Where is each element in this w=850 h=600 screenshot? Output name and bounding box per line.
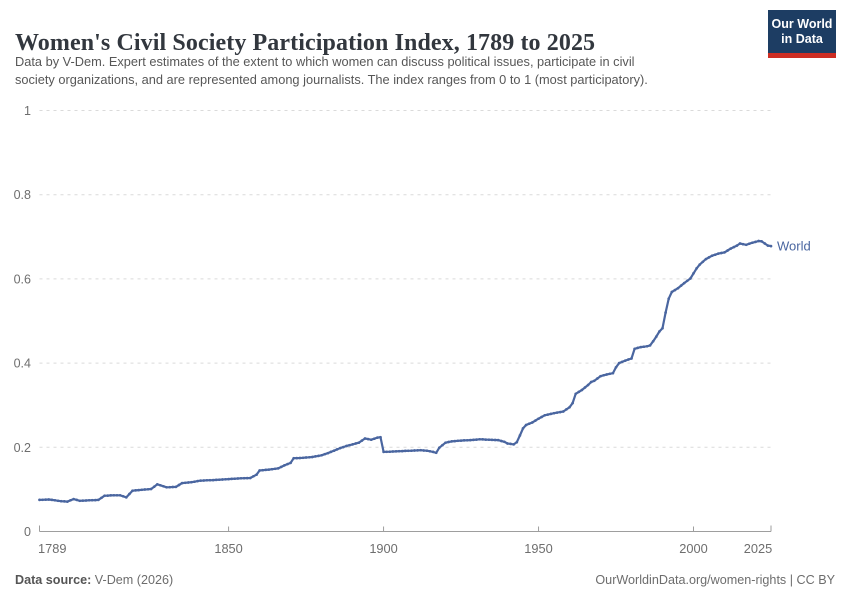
svg-text:1: 1 xyxy=(24,104,31,118)
svg-text:1900: 1900 xyxy=(369,541,397,556)
svg-text:0.6: 0.6 xyxy=(14,272,31,286)
svg-text:2000: 2000 xyxy=(679,541,707,556)
chart-subtitle-line2: society organizations, and are represent… xyxy=(15,71,648,87)
svg-text:0.2: 0.2 xyxy=(14,441,31,455)
data-source-label: Data source: xyxy=(15,573,92,587)
owid-logo-line2: in Data xyxy=(781,32,823,46)
svg-text:1850: 1850 xyxy=(214,541,242,556)
gridlines xyxy=(39,110,771,448)
chart-subtitle: Data by V-Dem. Expert estimates of the e… xyxy=(15,53,648,88)
svg-text:1950: 1950 xyxy=(524,541,552,556)
series-end-label: World xyxy=(777,239,811,254)
chart-subtitle-line1: Data by V-Dem. Expert estimates of the e… xyxy=(15,54,635,69)
license-credit[interactable]: OurWorldinData.org/women-rights | CC BY xyxy=(595,573,835,587)
owid-logo-line1: Our World xyxy=(771,17,833,31)
page-title: Women's Civil Society Participation Inde… xyxy=(15,30,596,57)
svg-text:0.4: 0.4 xyxy=(14,357,31,371)
y-axis-labels: 0 0.2 0.4 0.6 0.8 1 xyxy=(14,104,31,539)
svg-text:2025: 2025 xyxy=(744,541,772,556)
x-axis: 1789 1850 1900 1950 2000 2025 xyxy=(38,525,772,556)
series-line xyxy=(38,239,773,503)
chart-footer: Data source: V-Dem (2026) OurWorldinData… xyxy=(15,573,835,587)
owid-logo-accent-bar xyxy=(768,53,836,58)
svg-text:0.8: 0.8 xyxy=(14,188,31,202)
svg-text:1789: 1789 xyxy=(38,541,66,556)
owid-logo[interactable]: Our World in Data xyxy=(768,10,836,58)
data-source: Data source: V-Dem (2026) xyxy=(15,573,173,587)
data-source-value: V-Dem (2026) xyxy=(91,573,174,587)
series-world[interactable]: World xyxy=(38,239,811,503)
svg-text:0: 0 xyxy=(24,525,31,539)
